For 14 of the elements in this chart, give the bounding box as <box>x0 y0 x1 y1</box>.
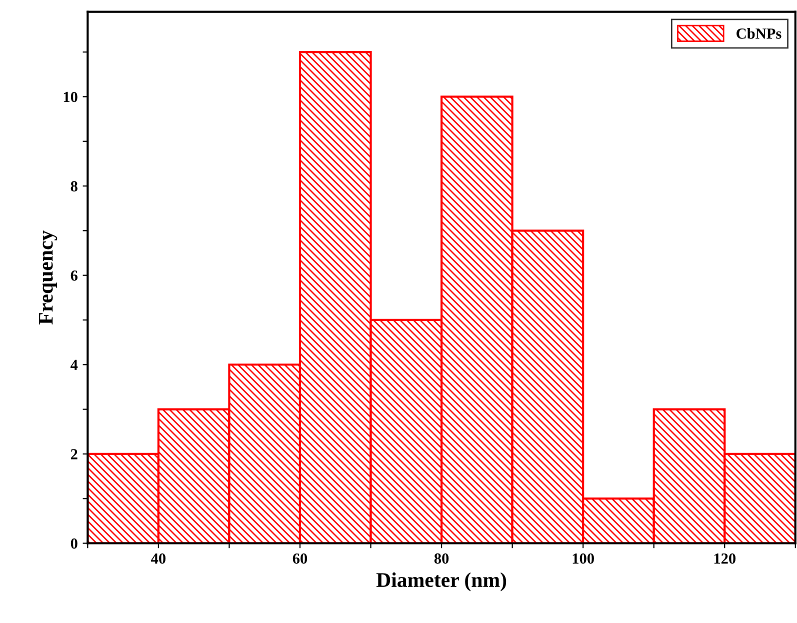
y-tick-label: 6 <box>70 270 78 281</box>
x-tick-label: 40 <box>151 553 166 564</box>
y-tick-label: 8 <box>70 181 78 192</box>
y-tick-label: 10 <box>64 92 78 102</box>
x-tick-label: 80 <box>434 553 449 564</box>
x-tick-label: 100 <box>572 553 594 564</box>
x-tick-label: 60 <box>292 553 308 564</box>
x-axis-title: Diameter (nm) <box>376 572 506 592</box>
x-tick-label: 120 <box>714 553 736 564</box>
y-axis-title: Frequency <box>38 230 58 324</box>
legend-label: CbNPs <box>736 28 782 39</box>
y-tick-label: 0 <box>70 538 78 549</box>
y-tick-label: 4 <box>70 360 78 370</box>
y-tick-label: 2 <box>70 449 78 460</box>
